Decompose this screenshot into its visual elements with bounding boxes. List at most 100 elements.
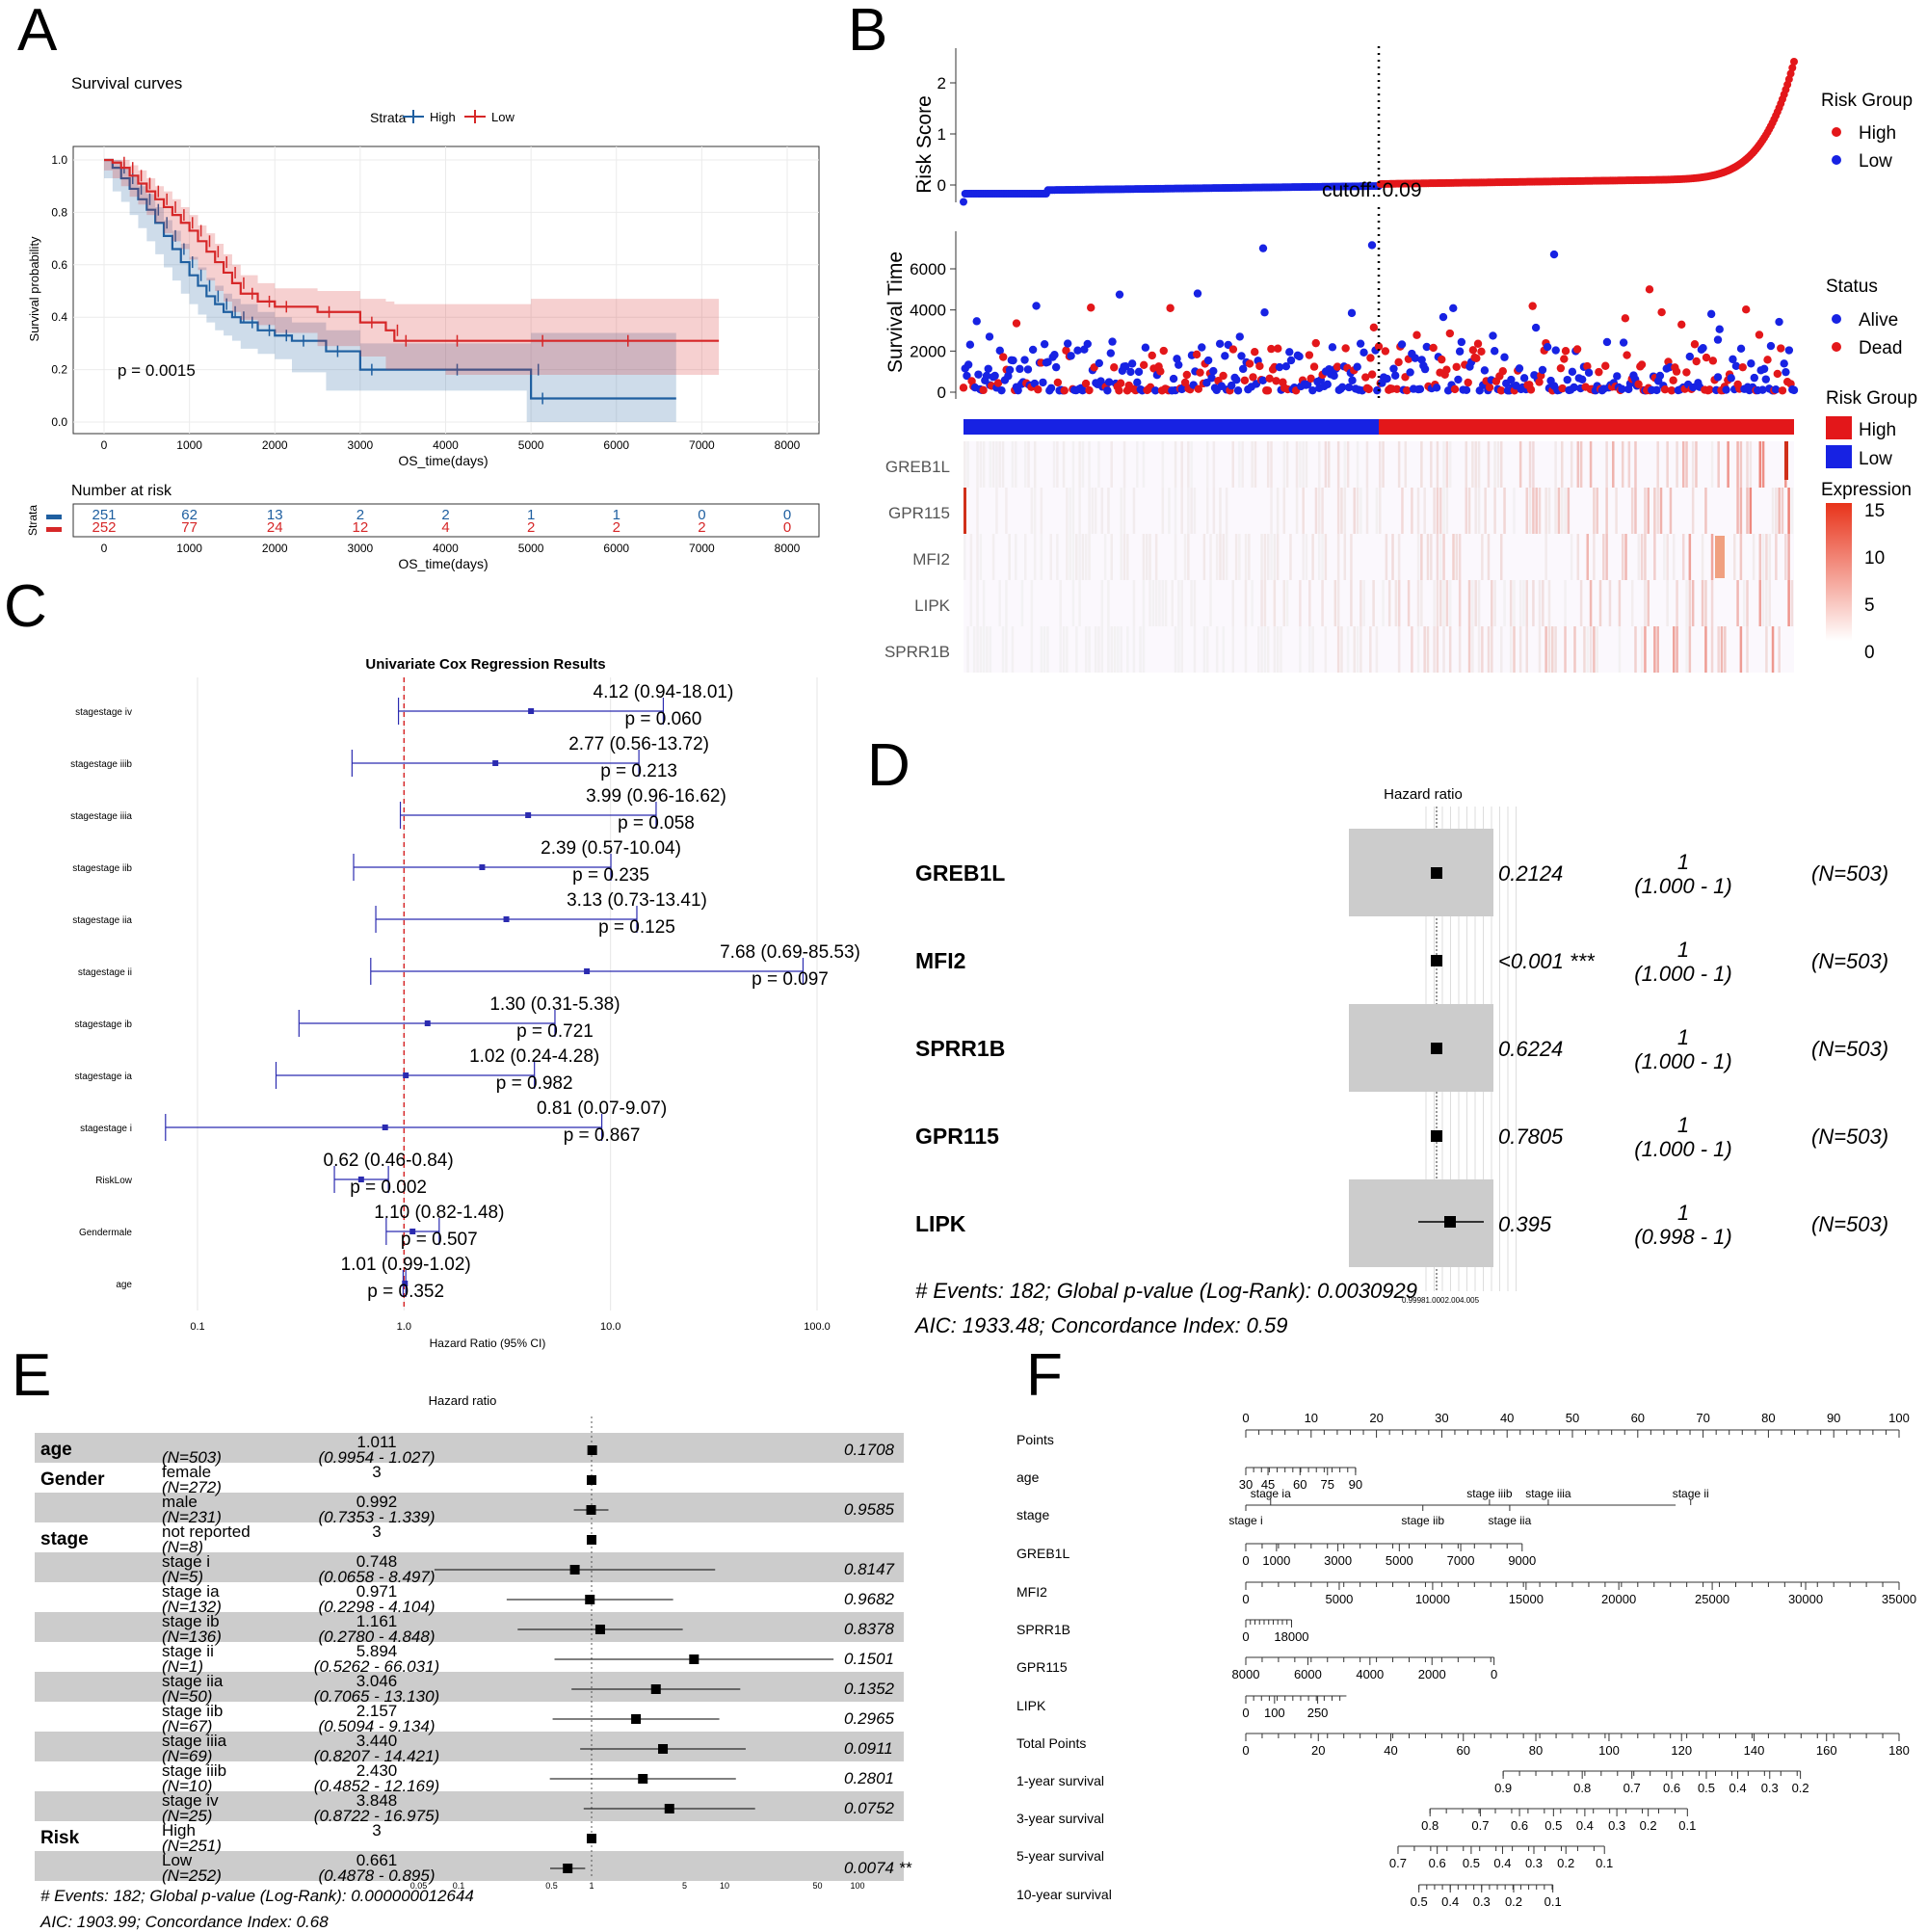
forest-e-point [594, 1625, 605, 1634]
survtime-point [1023, 365, 1033, 374]
survtime-point [1249, 373, 1257, 382]
survtime-point [1455, 347, 1465, 356]
heatmap-cell [1158, 580, 1161, 626]
survtime-point [1235, 332, 1244, 341]
nomogram-tick-label: 70 [1696, 1411, 1709, 1425]
survtime-point [1353, 362, 1361, 371]
risk-table-count: 2 [441, 507, 449, 523]
heatmap-cell [1544, 488, 1547, 534]
heatmap-cell [964, 488, 966, 534]
survtime-point [1477, 347, 1486, 357]
survtime-point [1442, 365, 1451, 374]
survtime-point [1364, 384, 1373, 394]
heatmap-cell [1299, 580, 1302, 626]
survtime-point [1411, 354, 1419, 362]
heatmap-cell [1023, 441, 1027, 488]
forest-e-row-shade [35, 1612, 904, 1642]
nomogram-tick-label: stage ia [1251, 1487, 1291, 1500]
survtime-point [1489, 331, 1497, 340]
survtime-point [1763, 356, 1772, 364]
heatmap-cell [1302, 534, 1305, 580]
km-x-tick: 0 [101, 438, 108, 452]
nomogram-tick-label: 30000 [1788, 1592, 1823, 1606]
heatmap-cell [998, 580, 1001, 626]
heatmap-cell [1746, 488, 1749, 534]
heatmap-cell [1375, 488, 1379, 534]
forest-e-ci: (0.5262 - 66.031) [314, 1657, 439, 1676]
heatmap-cell [1062, 626, 1066, 673]
forest-d-pvalue: 0.2124 [1498, 861, 1563, 886]
forest-e-hr: 3.848 [356, 1791, 398, 1810]
survtime-point [1050, 351, 1059, 359]
survtime-point [995, 346, 1004, 356]
risk-table-count: 62 [181, 507, 198, 523]
heatmap-expr-tick: 15 [1864, 501, 1885, 521]
forest-e-hr: 3.046 [356, 1672, 398, 1690]
heatmap-cell [1436, 534, 1439, 580]
survtime-point [1782, 367, 1790, 377]
survtime-point [1563, 375, 1571, 384]
heatmap-cell [1174, 488, 1177, 534]
heatmap-cell [1487, 441, 1491, 488]
panel-letter-f: F [1026, 1342, 1063, 1409]
survtime-point [1361, 373, 1370, 382]
survtime-point [1389, 364, 1398, 373]
risk-table-count: 77 [181, 519, 198, 536]
heatmap-cell [1394, 580, 1398, 626]
risk-table-count: 0 [698, 507, 705, 523]
heatmap-cell [1132, 488, 1136, 534]
heatmap-cell [1551, 626, 1554, 673]
heatmap-cell [1103, 534, 1107, 580]
heatmap-cell [1525, 626, 1529, 673]
survtime-point [1374, 342, 1384, 351]
heatmap-cell [1222, 626, 1226, 673]
forest-e-point [664, 1804, 674, 1813]
forest-e-ci: (0.7353 - 1.339) [319, 1508, 436, 1526]
heatmap-cell [1618, 626, 1622, 673]
heatmap-cell [1618, 580, 1622, 626]
survtime-point [1538, 365, 1547, 375]
heatmap-cell [1644, 488, 1647, 534]
heatmap-cell [1340, 626, 1343, 673]
survtime-point [1295, 352, 1304, 361]
heatmap-cell [1445, 441, 1449, 488]
heatmap-cell [1212, 488, 1216, 534]
nomogram-tick-label: 180 [1888, 1743, 1910, 1758]
survtime-point [1367, 370, 1377, 379]
nomogram-tick-label: 45 [1261, 1477, 1275, 1492]
survtime-point [1369, 323, 1379, 331]
heatmap-cell [1356, 626, 1359, 673]
forest-e-level: Low [162, 1851, 193, 1869]
survtime-point [1232, 376, 1241, 384]
forest-e-level: stage iib [162, 1702, 223, 1720]
survtime-point [1457, 337, 1466, 347]
forest-d-ci: (0.998 - 1) [1634, 1225, 1732, 1249]
heatmap-cell [1266, 534, 1270, 580]
survtime-point [1454, 375, 1463, 384]
heatmap-cell [1666, 534, 1669, 580]
heatmap-cell [1273, 534, 1277, 580]
heatmap-cell [1122, 441, 1126, 488]
heatmap-cell [1666, 580, 1669, 626]
survtime-point [1657, 307, 1666, 317]
forest-d-hr: 1 [1677, 938, 1689, 962]
survtime-point [1009, 356, 1017, 365]
heatmap-cell [1397, 626, 1401, 673]
heatmap-cell [1532, 488, 1535, 534]
risk-table-x-tick: 0 [101, 542, 108, 555]
heatmap-cell [1644, 626, 1647, 673]
heatmap-cell [1285, 580, 1289, 626]
forest-c-hr-text: 1.30 (0.31-5.38) [489, 994, 620, 1015]
heatmap-cell [1448, 441, 1452, 488]
survtime-point [999, 353, 1008, 361]
survtime-point [1073, 346, 1082, 355]
survtime-point [1016, 364, 1024, 374]
risk-table-count: 13 [267, 507, 283, 523]
forest-e-ci: (0.8722 - 16.975) [314, 1807, 439, 1825]
heatmap-cell [1593, 488, 1596, 534]
nomogram-row-label: SPRR1B [1016, 1622, 1070, 1637]
forest-c-point [357, 1177, 364, 1182]
survtime-point [1173, 355, 1181, 363]
forest-e-x-tick: 0.1 [453, 1881, 465, 1891]
heatmap-cell [1746, 441, 1749, 488]
